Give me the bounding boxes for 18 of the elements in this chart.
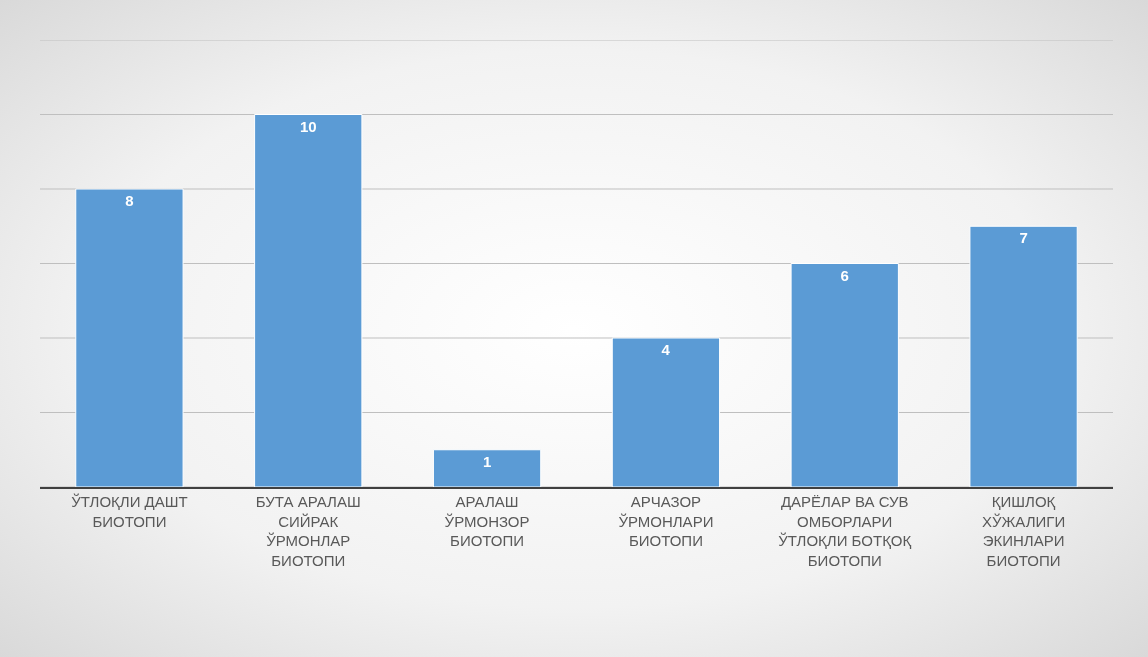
x-tick-label: БУТА АРАЛАШ СИЙРАК ЎРМОНЛАР БИОТОПИ <box>255 493 361 569</box>
x-tick-label: АРЧАЗОР ЎРМОНЛАРИ БИОТОПИ <box>618 493 714 549</box>
x-tick-label: ҚИШЛОҚ ХЎЖАЛИГИ ЭКИНЛАРИ БИОТОПИ <box>981 493 1066 569</box>
data-label: 1 <box>482 452 492 470</box>
data-label: 6 <box>840 266 849 284</box>
data-label: 4 <box>661 341 671 358</box>
data-label: 7 <box>1019 229 1028 247</box>
data-label: 10 <box>299 117 317 135</box>
bar <box>969 225 1078 487</box>
bar <box>432 449 542 487</box>
bar <box>611 337 721 487</box>
x-tick-label: ДАРЁЛАР ВА СУВ ОМБОРЛАРИ ЎТЛОҚЛИ БОТҚОҚ БИОТОПИ <box>778 493 912 569</box>
bar <box>790 263 899 487</box>
x-tick-label: ЎТЛОҚЛИ ДАШТ БИОТОПИ <box>71 493 188 530</box>
x-tick-label: АРАЛАШ ЎРМОНЗОР БИОТОПИ <box>444 493 530 549</box>
data-label: 8 <box>125 192 134 209</box>
bar <box>75 188 184 487</box>
bar <box>254 114 363 487</box>
